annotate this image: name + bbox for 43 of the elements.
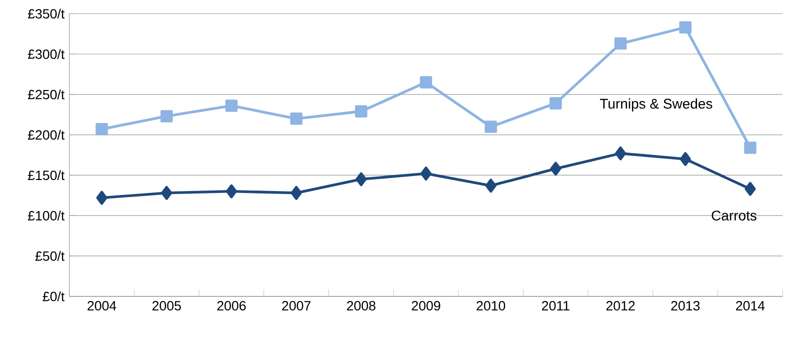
point (96, 123, 108, 136)
point (290, 186, 302, 200)
point (744, 182, 756, 196)
y-tick-label: £0/t (42, 291, 65, 302)
x-tick-label: 2010 (476, 301, 506, 310)
point (550, 97, 562, 110)
series-label: Turnips & Swedes (600, 98, 712, 112)
x-tick-label: 2009 (412, 301, 440, 310)
y-tick-label: £100/t (28, 210, 65, 220)
x-tick-label: 2008 (346, 301, 376, 310)
point (356, 172, 367, 186)
point (161, 186, 172, 200)
y-tick-label: £250/t (28, 90, 65, 100)
point (614, 37, 627, 50)
point (550, 162, 562, 176)
x-tick-label: 2011 (542, 301, 570, 310)
x-tick-label: 2012 (606, 301, 635, 310)
point (290, 112, 302, 125)
point (160, 110, 173, 122)
series-label: Carrots (712, 210, 756, 221)
point (96, 190, 108, 205)
x-tick-label: 2014 (736, 301, 765, 310)
x-tick-label: 2013 (671, 301, 700, 310)
y-tick-label: £300/t (28, 49, 65, 59)
point (355, 105, 368, 118)
point (615, 146, 626, 160)
y-tick-label: £200/t (28, 130, 65, 140)
point (679, 21, 692, 34)
x-tick-label: 2007 (282, 301, 310, 310)
point (420, 166, 432, 180)
point (484, 120, 497, 133)
point (485, 178, 496, 193)
x-tick-label: 2005 (152, 301, 181, 310)
x-tick-label: 2004 (88, 301, 116, 310)
point (420, 76, 432, 88)
x-tick-label: 2006 (217, 301, 246, 310)
y-tick-label: £150/t (28, 170, 65, 180)
point (225, 100, 238, 112)
point (226, 184, 237, 198)
point (744, 142, 756, 154)
y-tick-label: £50/t (35, 251, 65, 261)
point (680, 152, 691, 166)
y-tick-label: £350/t (28, 8, 65, 19)
